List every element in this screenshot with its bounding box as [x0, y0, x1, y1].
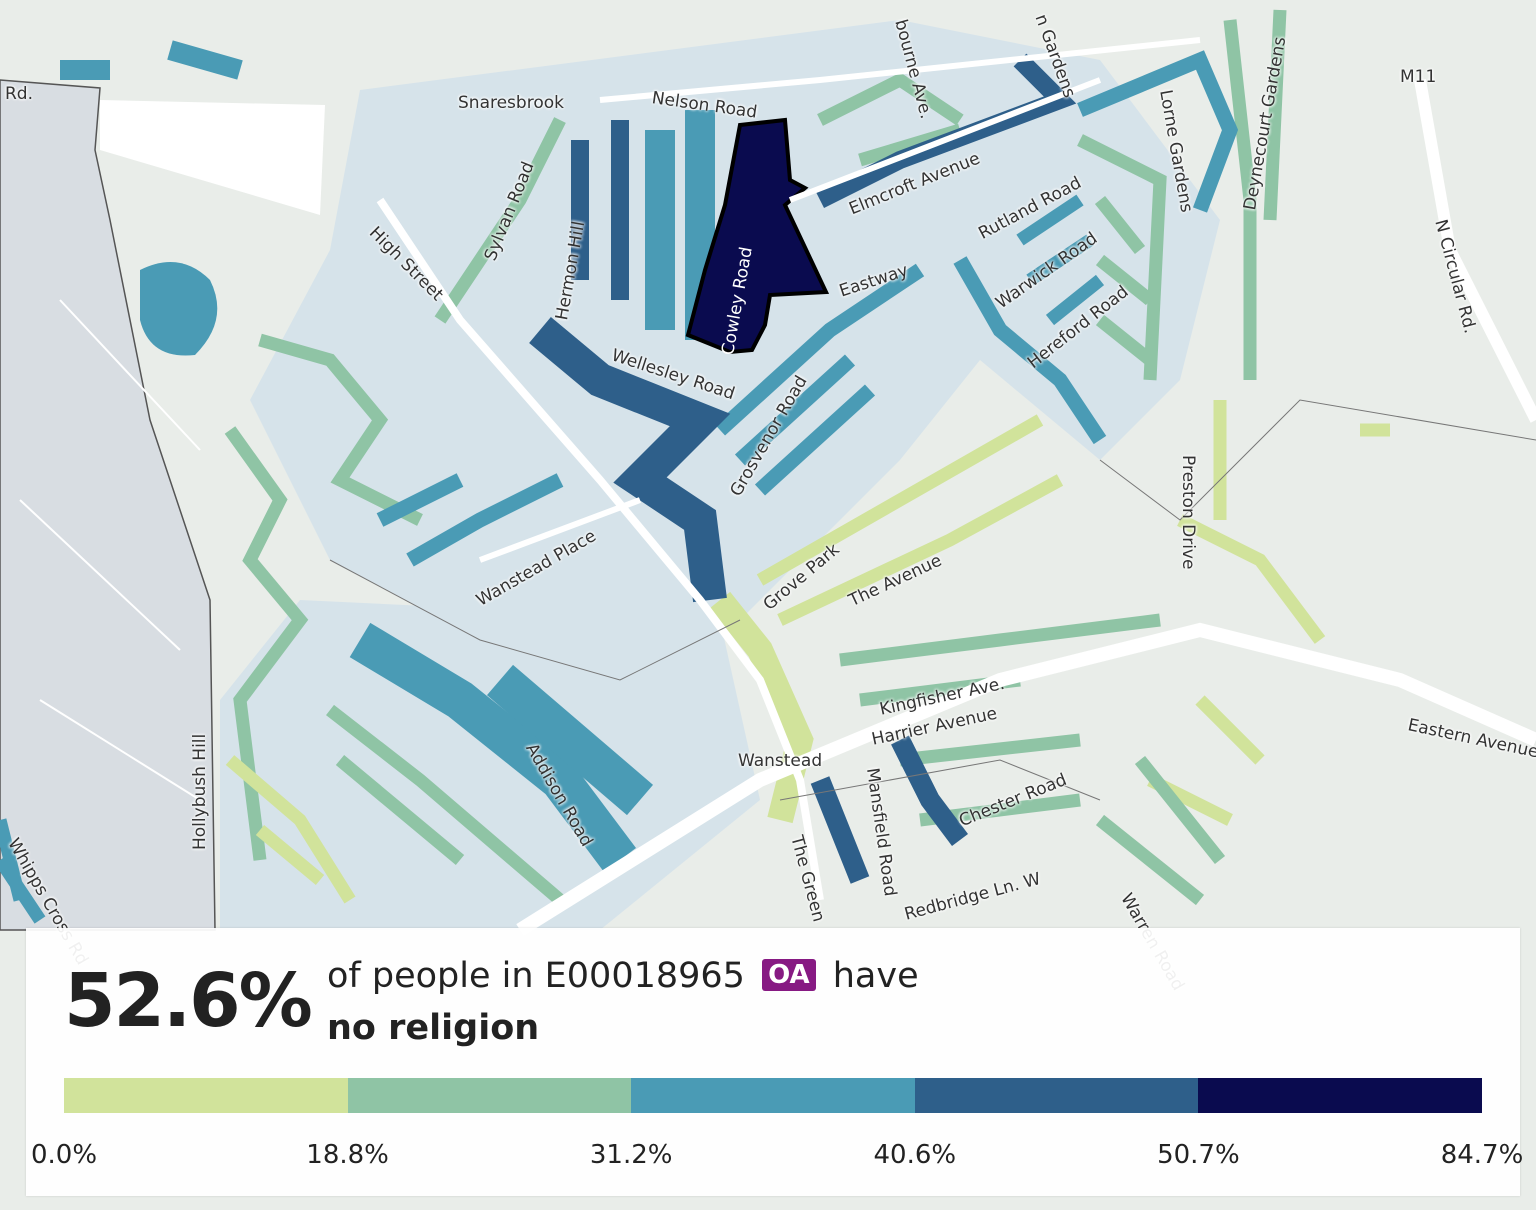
- label-preston-drive: Preston Drive: [1178, 455, 1198, 570]
- legend-tick: 18.8%: [306, 1140, 389, 1170]
- pond: [100, 100, 325, 215]
- legend-swatch-1: [347, 1078, 632, 1113]
- label-wanstead: Wanstead: [738, 751, 823, 771]
- legend-bar: [64, 1078, 1482, 1113]
- legend-swatch-4: [1198, 1078, 1482, 1113]
- label-hollybush-hill: Hollybush Hill: [190, 733, 210, 850]
- water-block: [140, 262, 218, 356]
- selected-area[interactable]: [685, 117, 830, 355]
- buildings: [0, 9, 1390, 924]
- legend-tick: 31.2%: [589, 1140, 673, 1170]
- label-rd: Rd.: [5, 84, 34, 104]
- area-code: E00018965: [544, 956, 745, 996]
- buildings-blue: [349, 50, 1239, 884]
- info-panel: 52.6% of people in E00018965 OA have no …: [26, 928, 1523, 1196]
- legend-tick: 40.6%: [873, 1140, 957, 1170]
- label-snaresbrook: Snaresbrook: [458, 93, 564, 113]
- label-m11: M11: [1400, 67, 1437, 87]
- legend-swatch-0: [64, 1078, 348, 1113]
- boundaries: [329, 399, 1536, 801]
- measure-label: no religion: [327, 1008, 540, 1048]
- headline-value: 52.6%: [64, 958, 313, 1044]
- legend-swatch-2: [631, 1078, 915, 1113]
- area-type-badge: OA: [762, 959, 816, 991]
- roads: [19, 37, 1536, 936]
- prefix-text: of people in: [327, 956, 534, 996]
- legend-tick: 50.7%: [1157, 1140, 1240, 1170]
- legend-swatch-3: [914, 1078, 1199, 1113]
- headline-description: of people in E00018965 OA have: [327, 956, 919, 996]
- suffix-text: have: [832, 956, 919, 996]
- legend-tick: 0.0%: [30, 1140, 98, 1170]
- legend-tick: 84.7%: [1440, 1140, 1524, 1170]
